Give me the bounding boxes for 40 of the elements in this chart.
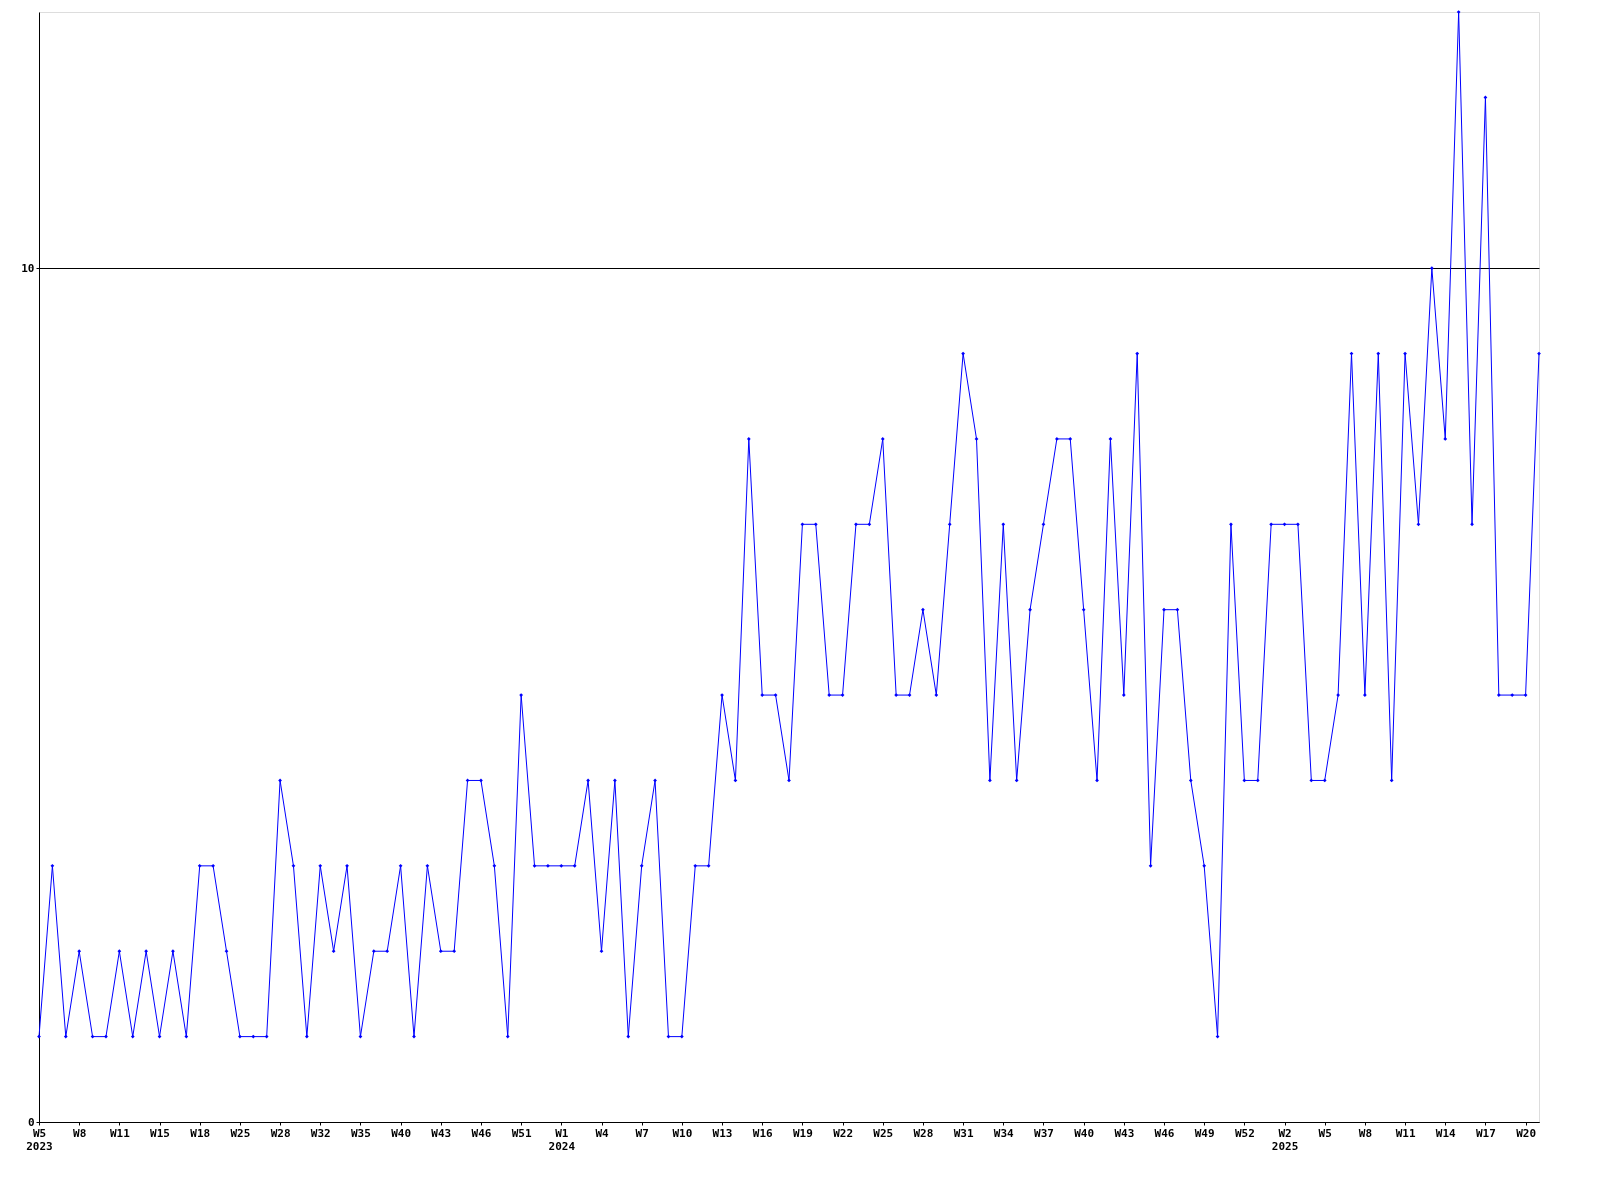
x-tick-label: W40 [1074, 1126, 1095, 1140]
x-tick-label: W34 [993, 1126, 1015, 1140]
x-tick-label: W15 [150, 1126, 170, 1140]
x-tick-label: W46 [1154, 1126, 1175, 1140]
x-tick-label: W18 [190, 1126, 211, 1140]
x-tick-label: W35 [350, 1126, 371, 1140]
x-tick-label: W43 [1114, 1126, 1135, 1140]
x-tick-label: W4 [595, 1126, 609, 1140]
x-tick-label: W20 [1516, 1126, 1537, 1140]
x-tick-label: W11 [109, 1126, 131, 1140]
x-tick-label: W5 [1318, 1126, 1332, 1140]
x-tick-label: W25 [873, 1126, 894, 1140]
y-tick-label: 10 [21, 261, 35, 275]
x-tick-label: W8 [1358, 1126, 1373, 1140]
x-tick-label: W7 [635, 1126, 649, 1140]
x-tick-label: W16 [752, 1126, 774, 1140]
x-tick-label: W43 [431, 1126, 452, 1140]
x-tick-label: W32 [310, 1126, 331, 1140]
x-tick-label: W11 [1395, 1126, 1416, 1140]
x-tick-label: W22 [833, 1126, 854, 1140]
x-tick-label: W37 [1034, 1126, 1054, 1140]
x-tick-label: W25 [230, 1126, 251, 1140]
x-tick-label: W17 [1475, 1126, 1496, 1140]
x-tick-label: W40 [391, 1126, 412, 1140]
x-tick-label: W49 [1194, 1126, 1215, 1140]
x-tick-label: W46 [471, 1126, 492, 1140]
x-tick-label: W10 [672, 1126, 693, 1140]
x-tick-label: W19 [792, 1126, 813, 1140]
x-tick-label: W5 2023 [26, 1126, 53, 1153]
x-tick-label: W51 [511, 1126, 532, 1140]
y-tick-label: 0 [27, 1115, 35, 1129]
x-tick-label: W31 [953, 1126, 974, 1140]
x-tick-label: W13 [712, 1126, 733, 1140]
x-tick-label: W52 [1234, 1126, 1255, 1140]
x-tick-label: W8 [73, 1126, 87, 1140]
x-tick-label: W2 2025 [1271, 1126, 1299, 1153]
x-tick-label: W14 [1435, 1126, 1457, 1140]
x-tick-label: W28 [913, 1126, 934, 1140]
x-tick-label: W1 2024 [548, 1126, 576, 1153]
x-tick-label: W28 [270, 1126, 291, 1140]
